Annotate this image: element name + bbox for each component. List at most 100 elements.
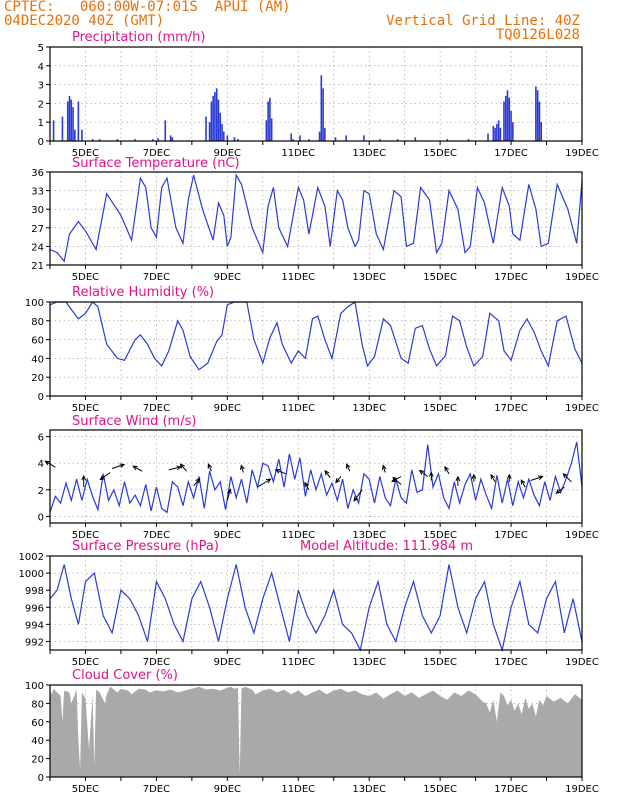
wind-arrow-head <box>562 473 568 479</box>
panel-pres: 992 994 996 998 1000 1002 5DEC 7DEC 9DEC 11DEC 13D… <box>19 539 599 668</box>
x-tick-label: 5DEC <box>72 403 99 414</box>
y-tick-label: 80 <box>31 699 44 710</box>
x-tick-label: 17DEC <box>494 657 528 668</box>
precip-bar <box>318 131 321 141</box>
wind-arrow <box>45 460 56 468</box>
wind-arrow-head <box>506 473 512 480</box>
wind-arrow-head <box>207 463 213 469</box>
x-tick-label: 7DEC <box>143 657 170 668</box>
wind-arrow-head <box>538 475 544 480</box>
y-tick-label: 24 <box>31 242 44 253</box>
wind-arrow <box>111 464 125 470</box>
wind-arrow <box>240 465 244 473</box>
x-tick-label: 17DEC <box>494 403 528 414</box>
y-tick-label: 40 <box>31 354 44 365</box>
cloud-title: Cloud Cover (%) <box>72 668 178 683</box>
precip-bar <box>334 137 337 141</box>
wind-arrow <box>520 479 526 488</box>
panel-frame <box>49 301 583 397</box>
precip-bar <box>237 139 239 141</box>
panel-precip: 0 1 2 3 4 5 5DEC 7DEC 9DEC 11DEC 13DEC 15DEC 17DEC 19… <box>38 30 599 159</box>
precip-bar <box>379 139 381 141</box>
temp-line <box>49 173 583 263</box>
wind-arrow <box>555 486 565 494</box>
x-tick-label: 19DEC <box>565 148 599 159</box>
precip-bar <box>396 139 399 141</box>
x-tick-label: 7DEC <box>143 148 170 159</box>
wind-arrow-head <box>455 475 461 482</box>
x-tick-label: 11DEC <box>281 530 315 541</box>
precip-bar <box>536 90 539 141</box>
wind-arrow <box>444 466 450 475</box>
precip-bar <box>68 95 71 141</box>
panel-temp: 21 24 27 30 33 36 5DEC 7DEC 9DEC 11DEC 13DEC 15DEC 1… <box>31 156 599 283</box>
x-tick-label: 11DEC <box>281 403 315 414</box>
y-tick-label: 20 <box>31 755 44 766</box>
precip-bar <box>77 101 80 141</box>
wind-arrow <box>419 470 429 477</box>
precip-bar <box>212 95 214 141</box>
y-tick-label: 6 <box>38 433 44 444</box>
wind-arrow-head <box>353 496 359 502</box>
y-tick-label: 3 <box>38 81 44 92</box>
x-tick-label: 19DEC <box>565 272 599 283</box>
wind-arrow-head <box>418 469 425 475</box>
wind-arrow-head <box>555 488 561 494</box>
x-tick-label: 15DEC <box>423 148 457 159</box>
wind-arrow-head <box>345 463 351 469</box>
precip-bar <box>219 112 222 141</box>
y-tick-label: 994 <box>25 620 44 631</box>
precip-bar <box>538 101 541 141</box>
y-tick-label: 1 <box>38 118 44 129</box>
y-tick-label: 21 <box>31 261 44 272</box>
precip-bar <box>98 139 101 141</box>
wind-arrow <box>335 476 342 483</box>
wind-arrow <box>382 465 386 473</box>
wind-arrow <box>180 463 187 472</box>
wind-arrow-head <box>335 478 341 484</box>
panel-cloud: 0 20 40 60 80 100 5DEC 7DEC 9DEC 11DEC 13DEC 15DEC 1… <box>25 668 599 795</box>
precip-bar <box>265 120 268 141</box>
x-tick-label: 9DEC <box>214 530 241 541</box>
x-tick-label: 9DEC <box>214 784 241 795</box>
wind-vectors <box>44 460 572 502</box>
header-datetime: 04DEC2020 40Z (GMT) <box>4 13 165 29</box>
y-tick-label: 20 <box>31 373 44 384</box>
x-tick-label: 11DEC <box>281 272 315 283</box>
wind-arrow-head <box>391 477 397 483</box>
precip-bar <box>503 101 505 141</box>
x-tick-label: 5DEC <box>72 148 99 159</box>
precip-bar <box>540 122 543 141</box>
wind-arrow-head <box>179 463 185 469</box>
precip-bar <box>320 75 323 141</box>
x-tick-label: 9DEC <box>214 403 241 414</box>
wind-arrow <box>226 489 231 501</box>
header-model-id: TQ0126L028 <box>495 27 580 43</box>
precip-bar <box>345 135 347 141</box>
wind-arrow <box>100 472 111 480</box>
wind-arrow-head <box>227 488 232 494</box>
y-tick-label: 60 <box>31 336 44 347</box>
precip-bar <box>61 116 64 141</box>
wind-arrow-head <box>99 475 105 481</box>
x-tick-label: 13DEC <box>352 657 386 668</box>
precip-bar <box>157 138 159 141</box>
precip-bar <box>322 88 324 141</box>
wind-arrow <box>275 469 287 475</box>
wind-arrow-head <box>195 477 201 484</box>
panel-frame <box>49 171 583 266</box>
precip-bar <box>512 122 514 141</box>
y-tick-label: 27 <box>31 224 44 235</box>
precip-bar <box>208 122 211 141</box>
x-tick-label: 15DEC <box>423 784 457 795</box>
x-tick-label: 19DEC <box>565 403 599 414</box>
precip-bar <box>508 97 511 141</box>
wind-arrow-head <box>444 465 449 472</box>
wind-arrow <box>168 466 181 471</box>
wind-arrow-head <box>381 464 387 471</box>
x-tick-label: 19DEC <box>565 530 599 541</box>
wind-arrow <box>346 463 351 472</box>
wind-arrow-head <box>304 481 309 488</box>
precip-bar <box>116 139 119 141</box>
